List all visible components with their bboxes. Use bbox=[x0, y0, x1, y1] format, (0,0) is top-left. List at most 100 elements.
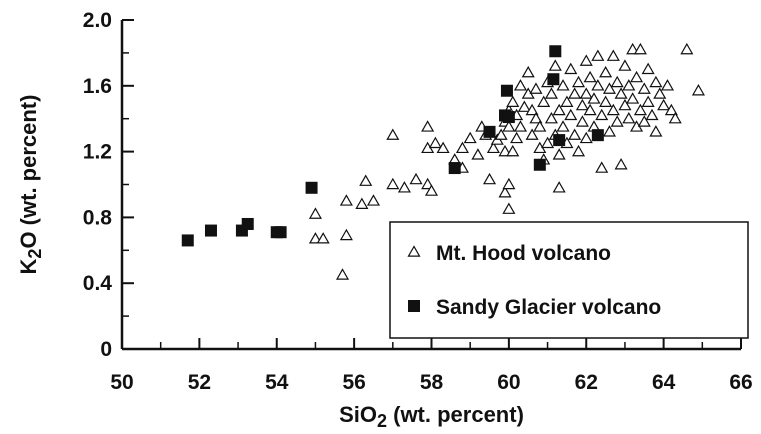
triangle-point bbox=[428, 136, 442, 149]
triangle-point bbox=[486, 141, 500, 154]
triangle-point bbox=[571, 75, 586, 88]
square-point bbox=[502, 111, 515, 124]
data-points bbox=[181, 42, 705, 280]
triangle-point bbox=[583, 70, 597, 83]
triangle-point bbox=[564, 62, 578, 75]
series-open-triangle bbox=[308, 42, 705, 280]
triangle-point bbox=[575, 115, 589, 127]
triangle-point bbox=[506, 144, 520, 157]
triangle-point bbox=[602, 125, 616, 137]
series-filled-square bbox=[181, 45, 604, 247]
triangle-point bbox=[637, 115, 651, 127]
triangle-point bbox=[316, 232, 330, 244]
triangle-point bbox=[587, 92, 601, 104]
triangle-point bbox=[455, 141, 469, 154]
legend-item: Mt. Hood volcano bbox=[407, 242, 611, 265]
triangle-point bbox=[529, 111, 543, 124]
triangle-point bbox=[548, 59, 562, 71]
x-tick-label: 58 bbox=[420, 371, 444, 394]
x-ticks: 50 52 54 56 58 60 62 64 66 bbox=[110, 338, 753, 394]
triangle-point bbox=[482, 172, 497, 185]
legend-square-marker bbox=[408, 300, 420, 312]
triangle-point bbox=[560, 95, 574, 107]
triangle-point bbox=[308, 207, 322, 219]
triangle-point bbox=[626, 42, 640, 55]
legend-box bbox=[389, 221, 749, 339]
x-tick-label: 66 bbox=[729, 371, 752, 394]
legend: Mt. Hood volcano Sandy Glacier volcano bbox=[389, 221, 749, 339]
triangle-point bbox=[510, 131, 524, 144]
triangle-point bbox=[595, 108, 609, 121]
triangle-point bbox=[641, 62, 655, 75]
triangle-point bbox=[498, 144, 512, 157]
triangle-point bbox=[641, 95, 655, 107]
triangle-point bbox=[541, 136, 555, 149]
triangle-point bbox=[424, 184, 439, 196]
square-point bbox=[181, 234, 194, 247]
triangle-point bbox=[599, 95, 613, 107]
y-tick-label: 0.8 bbox=[83, 206, 113, 229]
triangle-point bbox=[591, 49, 605, 61]
square-point bbox=[500, 84, 513, 97]
triangle-point bbox=[668, 111, 682, 124]
triangle-point bbox=[436, 141, 450, 154]
y-tick-label: 2.0 bbox=[83, 9, 112, 32]
legend-label: Mt. Hood volcano bbox=[436, 242, 611, 265]
triangle-point bbox=[397, 181, 411, 193]
triangle-point bbox=[633, 42, 647, 55]
x-tick-label: 52 bbox=[188, 371, 211, 394]
triangle-point bbox=[502, 202, 516, 214]
triangle-point bbox=[386, 177, 400, 190]
x-tick-label: 50 bbox=[110, 371, 133, 394]
triangle-point bbox=[645, 108, 659, 121]
triangle-point bbox=[618, 98, 632, 111]
y-ticks: 0 0.4 0.8 1.2 1.6 2.0 bbox=[83, 9, 134, 361]
triangle-point bbox=[649, 75, 663, 88]
triangle-point bbox=[637, 82, 651, 94]
triangle-point bbox=[606, 103, 620, 116]
triangle-point bbox=[583, 103, 597, 116]
x-axis-title: SiO2 (wt. percent) bbox=[339, 402, 524, 431]
triangle-point bbox=[533, 120, 547, 132]
y-axis-title: K2O (wt. percent) bbox=[16, 95, 45, 275]
triangle-point bbox=[610, 115, 624, 127]
triangle-point bbox=[610, 75, 624, 88]
triangle-point bbox=[386, 128, 400, 140]
triangle-point bbox=[568, 87, 582, 99]
triangle-point bbox=[649, 125, 663, 137]
square-point bbox=[274, 226, 287, 239]
triangle-point bbox=[622, 79, 636, 91]
triangle-point bbox=[529, 82, 543, 94]
triangle-point bbox=[606, 49, 620, 61]
triangle-point bbox=[552, 181, 566, 193]
triangle-point bbox=[556, 120, 570, 132]
square-point bbox=[204, 224, 217, 237]
triangle-point bbox=[544, 111, 558, 124]
triangle-point bbox=[614, 158, 628, 170]
triangle-point bbox=[502, 177, 516, 190]
triangle-point bbox=[544, 87, 558, 99]
triangle-point bbox=[571, 144, 586, 157]
triangle-point bbox=[579, 87, 593, 99]
triangle-point bbox=[664, 103, 678, 116]
triangle-point bbox=[564, 108, 578, 121]
triangle-point bbox=[502, 120, 516, 132]
square-point bbox=[553, 134, 566, 147]
triangle-point bbox=[591, 79, 605, 91]
triangle-point bbox=[335, 268, 350, 280]
legend-label: Sandy Glacier volcano bbox=[436, 296, 661, 319]
square-point bbox=[241, 217, 254, 230]
x-tick-label: 54 bbox=[265, 371, 289, 394]
y-tick-label: 1.6 bbox=[83, 75, 112, 98]
legend-items: Mt. Hood volcano Sandy Glacier volcano bbox=[407, 242, 661, 319]
triangle-point bbox=[506, 95, 520, 107]
y-tick-label: 1.2 bbox=[83, 141, 112, 164]
square-point bbox=[591, 129, 604, 142]
triangle-point bbox=[680, 42, 694, 55]
triangle-point bbox=[463, 131, 477, 144]
triangle-point bbox=[421, 177, 435, 190]
triangle-point bbox=[409, 172, 423, 185]
square-point bbox=[547, 73, 560, 86]
square-point bbox=[305, 181, 318, 194]
triangle-point bbox=[552, 148, 566, 160]
